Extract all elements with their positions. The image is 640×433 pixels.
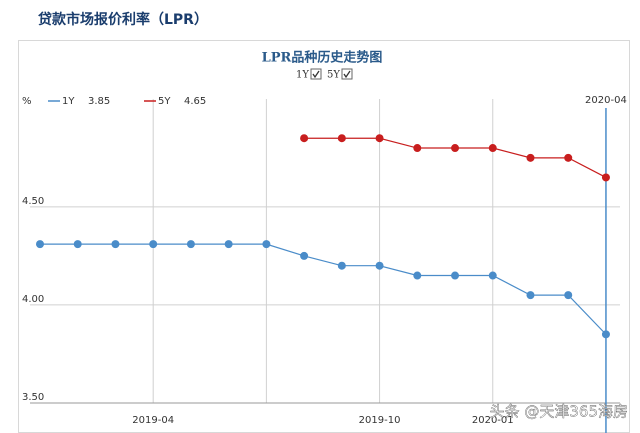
point [413, 144, 422, 153]
point [451, 144, 460, 153]
point [73, 240, 82, 249]
x-tick-label: 2019-10 [359, 415, 401, 426]
point [451, 271, 460, 280]
point [526, 153, 535, 162]
point [337, 134, 346, 143]
point [488, 144, 497, 153]
point [186, 240, 195, 249]
point [224, 240, 233, 249]
point [375, 261, 384, 270]
y-tick-label: 4.00 [22, 294, 44, 305]
toggle-checkbox[interactable] [341, 68, 353, 80]
legend-value: 3.85 [88, 96, 110, 107]
x-tick-label: 2019-04 [132, 415, 174, 426]
page-title: 贷款市场报价利率（LPR） [38, 11, 208, 28]
point [564, 291, 573, 300]
point [36, 240, 44, 249]
point [488, 271, 497, 280]
point [601, 330, 610, 339]
toggle-label: 1Y [296, 70, 309, 81]
check-mark [312, 70, 320, 79]
point [262, 240, 271, 249]
legend-label: 5Y [158, 96, 171, 107]
point [149, 240, 158, 249]
toggle-label: 5Y [327, 70, 340, 81]
y-unit: % [22, 96, 32, 107]
point [413, 271, 422, 280]
point [300, 251, 309, 260]
point [300, 134, 309, 143]
point [337, 261, 346, 270]
y-tick-label: 4.50 [22, 196, 44, 207]
point [526, 291, 535, 300]
x-tick-label: 2020-04 [585, 95, 627, 106]
legend-label: 1Y [62, 96, 75, 107]
toggle-checkbox[interactable] [310, 68, 322, 80]
point [564, 153, 573, 162]
point [375, 134, 384, 143]
x-tick-label: 2020-01 [472, 415, 514, 426]
watermark: 头条 @天津365海房 [490, 403, 628, 421]
point [601, 173, 610, 182]
y-tick-label: 3.50 [22, 392, 44, 403]
chart-title: LPR品种历史走势图 [262, 50, 383, 66]
legend-value: 4.65 [184, 96, 206, 107]
check-mark [343, 70, 351, 79]
series-line [40, 243, 607, 335]
point [111, 240, 120, 249]
